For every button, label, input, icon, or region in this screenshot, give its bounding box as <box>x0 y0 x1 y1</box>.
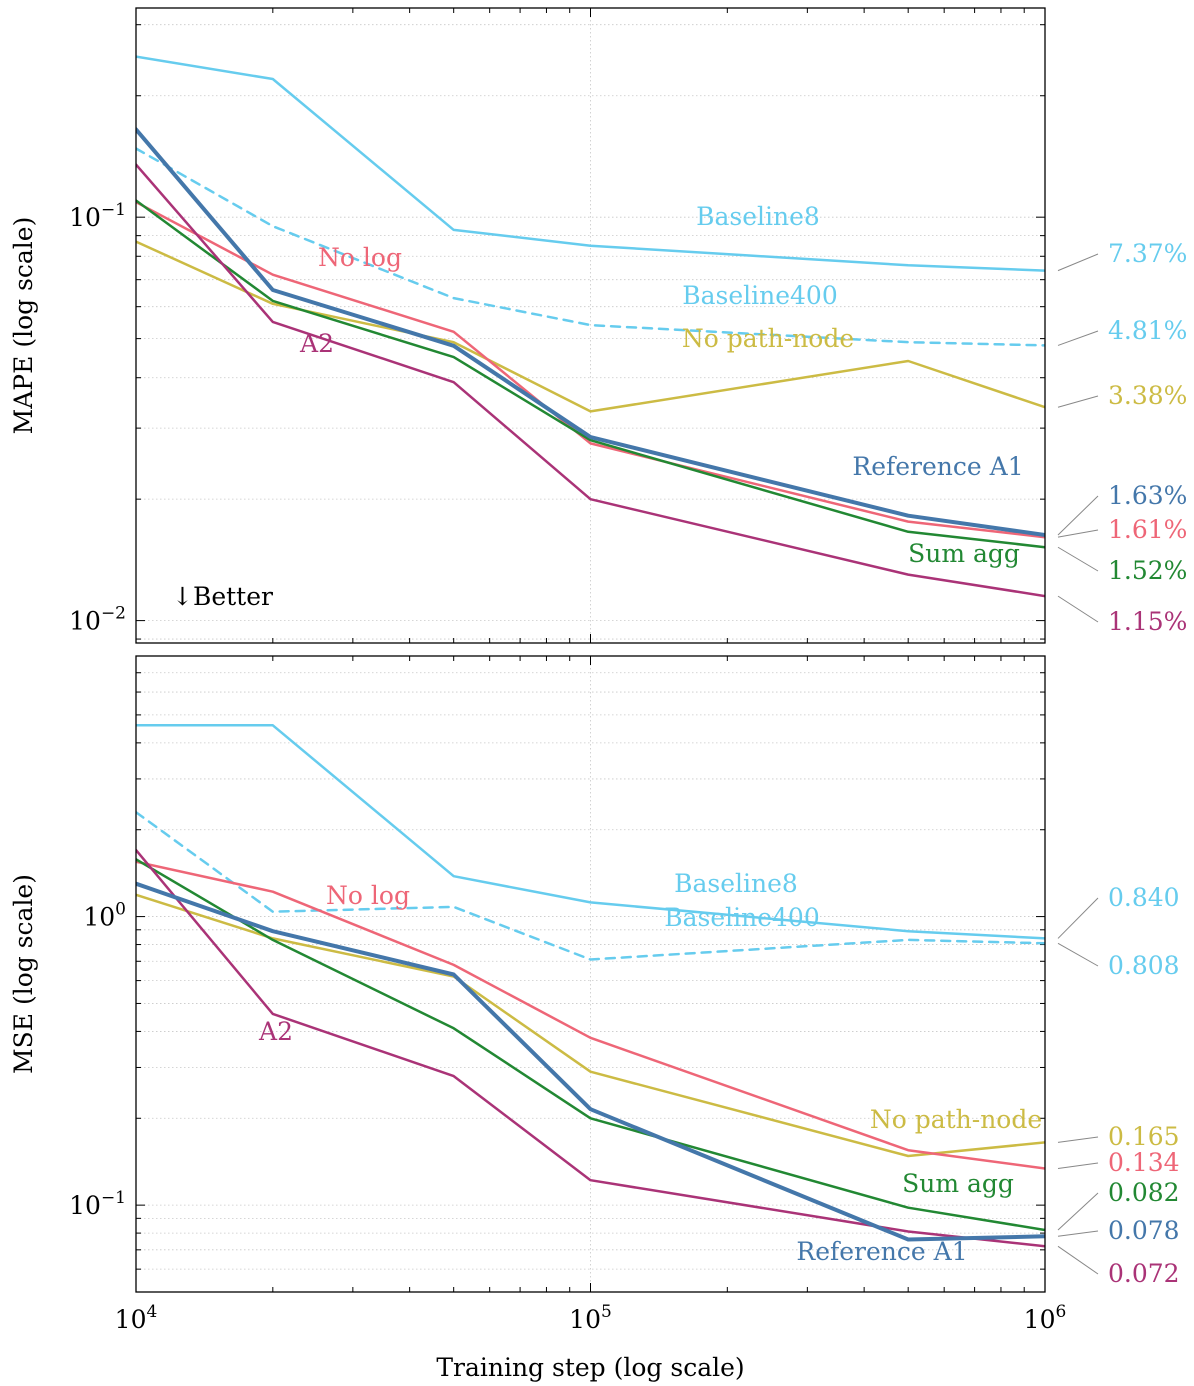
leader-line-a2 <box>1057 595 1099 623</box>
series-label-a2: A2 <box>258 1017 293 1046</box>
series-line-nolog <box>136 860 1045 1170</box>
end-value-label-baseline400: 4.81% <box>1108 316 1187 345</box>
series-line-baseline8 <box>136 55 1045 272</box>
y-axis-label: MSE (log scale) <box>9 874 38 1074</box>
end-value-label-sumagg: 1.52% <box>1108 556 1187 585</box>
y-tick-label: 10−2 <box>69 604 126 636</box>
series-group <box>136 55 1045 598</box>
series-label-nolog: No log <box>318 243 402 272</box>
y-tick-label: 10−1 <box>69 200 126 232</box>
series-line-ref <box>136 127 1045 537</box>
series-line-baseline8 <box>136 724 1045 940</box>
series-line-baseline400 <box>136 147 1045 347</box>
end-value-label-nopath: 3.38% <box>1108 381 1187 410</box>
leader-line-nopath <box>1057 1136 1099 1143</box>
chart-panel-1: 10−1 10−2 MAPE (log scale) Baseline8 Baselin… <box>9 7 1187 644</box>
series-label-baseline8: Baseline8 <box>696 202 820 231</box>
leader-line-ref <box>1057 1230 1099 1237</box>
series-line-baseline400 <box>136 810 1045 961</box>
series-label-sumagg: Sum agg <box>908 539 1020 568</box>
leader-line-nolog <box>1057 529 1099 538</box>
end-value-label-baseline8: 7.37% <box>1108 239 1187 268</box>
series-line-ref <box>136 881 1045 1242</box>
leader-line-baseline8 <box>1057 897 1099 939</box>
series-label-nopath: No path-node <box>682 324 854 353</box>
series-line-sumagg <box>136 858 1045 1232</box>
end-value-label-a2: 1.15% <box>1108 607 1187 636</box>
x-tick-label: 105 <box>569 1302 612 1334</box>
end-value-label-ref: 1.63% <box>1108 481 1187 510</box>
end-value-label-nolog: 0.134 <box>1108 1148 1180 1177</box>
y-axis-label: MAPE (log scale) <box>9 217 38 435</box>
series-label-ref: Reference A1 <box>852 452 1023 481</box>
leader-line-baseline400 <box>1057 942 1099 967</box>
series-line-sumagg <box>136 199 1045 549</box>
leader-line-nolog <box>1057 1162 1099 1169</box>
series-label-baseline8: Baseline8 <box>674 869 798 898</box>
x-tick-label: 106 <box>1024 1302 1067 1334</box>
end-value-label-a2: 0.072 <box>1108 1259 1180 1288</box>
leader-line-baseline8 <box>1057 253 1099 272</box>
series-line-nopath <box>136 240 1045 413</box>
gridlines <box>135 8 1046 643</box>
end-value-label-baseline400: 0.808 <box>1108 951 1180 980</box>
leader-line-sumagg <box>1057 1192 1099 1231</box>
series-label-baseline400: Baseline400 <box>664 903 820 932</box>
plot-frame <box>135 655 1046 1293</box>
end-value-label-ref: 0.078 <box>1108 1216 1180 1245</box>
x-tick-label: 104 <box>115 1302 158 1334</box>
end-value-label-nopath: 0.165 <box>1108 1122 1180 1151</box>
leader-line-baseline400 <box>1057 330 1099 346</box>
end-value-label-sumagg: 0.082 <box>1108 1178 1180 1207</box>
leader-line-nopath <box>1057 395 1099 408</box>
x-axis-label: Training step (log scale) <box>436 1353 744 1382</box>
plot-frame <box>135 7 1046 644</box>
series-group <box>136 724 1045 1248</box>
series-label-a2: A2 <box>299 329 334 358</box>
y-tick-label: 100 <box>83 900 126 932</box>
series-label-sumagg: Sum agg <box>902 1169 1014 1198</box>
series-label-baseline400: Baseline400 <box>682 281 838 310</box>
better-annotation: ↓Better <box>172 582 273 611</box>
end-value-label-nolog: 1.61% <box>1108 515 1187 544</box>
leader-line-a2 <box>1057 1245 1099 1275</box>
chart-panel-2: 100 10−1 104 105 106 MSE (log scale) Training … <box>9 655 1180 1382</box>
leader-line-ref <box>1057 495 1099 536</box>
series-line-a2 <box>136 848 1045 1248</box>
series-label-nopath: No path-node <box>870 1105 1042 1134</box>
series-line-a2 <box>136 163 1045 598</box>
series-label-ref: Reference A1 <box>796 1237 967 1266</box>
leader-line-sumagg <box>1057 546 1099 572</box>
y-tick-label: 10−1 <box>69 1188 126 1220</box>
end-value-label-baseline8: 0.840 <box>1108 883 1180 912</box>
series-label-nolog: No log <box>326 881 410 910</box>
